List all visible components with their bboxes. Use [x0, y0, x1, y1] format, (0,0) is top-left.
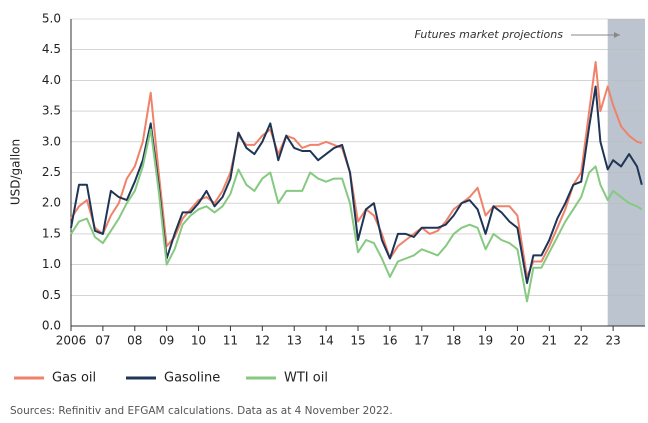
legend-label: Gas oil	[52, 371, 96, 386]
x-tick-label: 11	[223, 334, 238, 348]
x-tick-label: 21	[542, 334, 557, 348]
y-tick-label: 1.5	[42, 226, 61, 240]
x-tick-label: 09	[159, 334, 174, 348]
source-note: Sources: Refinitiv and EFGAM calculation…	[10, 405, 393, 417]
x-tick-label: 07	[95, 334, 110, 348]
x-tick-label: 12	[255, 334, 270, 348]
y-tick-label: 4.5	[42, 42, 61, 56]
series-line	[70, 61, 643, 278]
annotation-arrowhead	[614, 32, 620, 38]
annotation: Futures market projections	[415, 28, 564, 41]
legend-label: Gasoline	[164, 371, 220, 386]
x-tick-label: 15	[350, 334, 365, 348]
y-tick-label: 5.0	[42, 12, 61, 26]
series-line	[70, 128, 643, 303]
series-line	[70, 85, 643, 284]
y-tick-label: 0.5	[42, 288, 61, 302]
x-tick-label: 22	[574, 334, 589, 348]
x-tick-label: 08	[127, 334, 142, 348]
y-tick-label: 3.5	[42, 104, 61, 118]
legend-label: WTI oil	[284, 371, 328, 386]
x-tick-label: 13	[287, 334, 302, 348]
x-tick-label: 23	[605, 334, 620, 348]
x-tick-label: 2006	[56, 334, 87, 348]
y-axis-label: USD/gallon	[9, 139, 23, 205]
x-tick-label: 17	[414, 334, 429, 348]
x-tick-label: 19	[478, 334, 493, 348]
y-tick-label: 1.0	[42, 257, 61, 271]
y-tick-label: 0.0	[42, 319, 61, 333]
x-tick-label: 18	[446, 334, 461, 348]
y-tick-label: 3.0	[42, 134, 61, 148]
y-tick-label: 2.5	[42, 165, 61, 179]
x-tick-label: 10	[191, 334, 206, 348]
x-tick-label: 16	[382, 334, 397, 348]
y-tick-label: 4.0	[42, 73, 61, 87]
x-tick-label: 14	[318, 334, 333, 348]
y-tick-label: 2.0	[42, 196, 61, 210]
x-tick-label: 20	[510, 334, 525, 348]
